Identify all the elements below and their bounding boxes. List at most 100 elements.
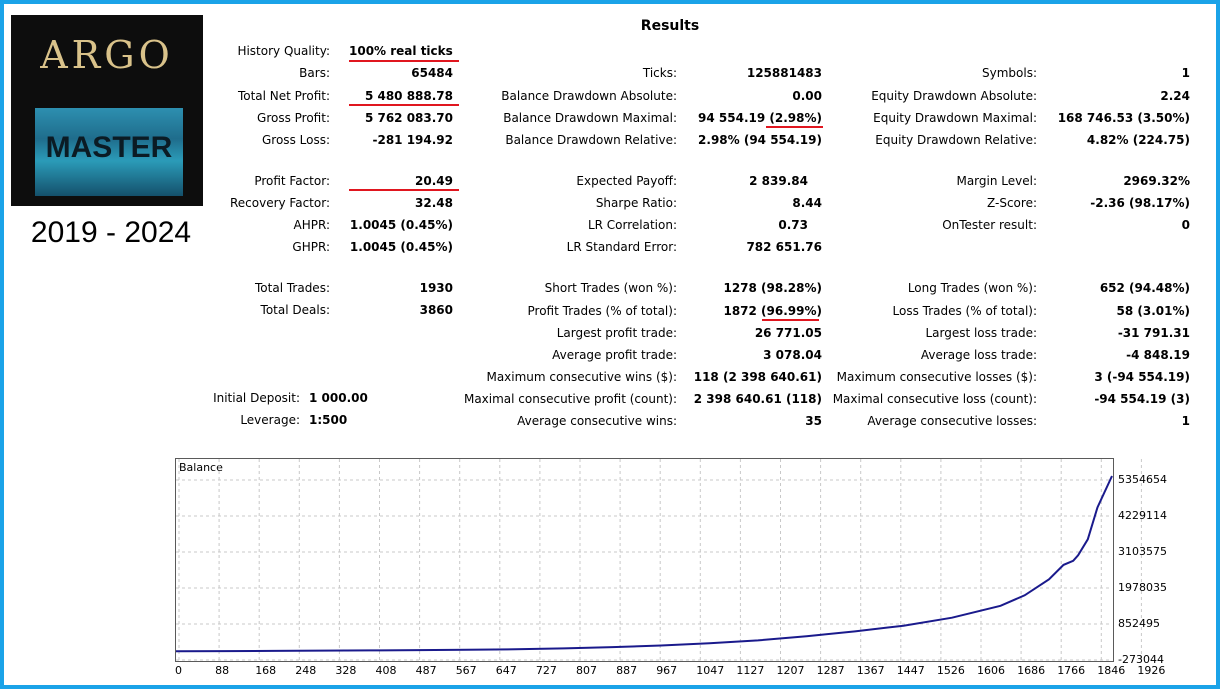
y-tick-label: 5354654 (1118, 473, 1167, 486)
stat-value: -281 194.92 (372, 133, 453, 147)
stat-value: 1278 (98.28%) (723, 281, 822, 295)
stat-label: GHPR: (292, 240, 330, 254)
stat-label: Maximum consecutive losses ($): (836, 370, 1037, 384)
stat-value: 1 (1181, 414, 1190, 428)
stat-label: Symbols: (982, 66, 1037, 80)
x-tick-label: 1127 (736, 664, 765, 677)
stat-label: Maximal consecutive loss (count): (832, 392, 1037, 406)
y-tick-label: 4229114 (1118, 509, 1167, 522)
stat-label: LR Standard Error: (566, 240, 677, 254)
stat-value: 168 746.53 (3.50%) (1057, 111, 1190, 125)
stat-value: 0 (1181, 218, 1190, 232)
highlight-underline (349, 104, 459, 106)
x-tick-label: 1526 (936, 664, 965, 677)
stat-value: 1930 (419, 281, 453, 295)
stat-label: Ticks: (642, 66, 677, 80)
stat-label: OnTester result: (942, 218, 1037, 232)
stat-label: Z-Score: (987, 196, 1037, 210)
logo-title: ARGO (40, 33, 174, 77)
x-tick-label: 1766 (1057, 664, 1086, 677)
stat-value: 0.73 (778, 218, 808, 232)
argo-master-logo: ARGO MASTER (11, 15, 203, 206)
x-tick-label: 1207 (776, 664, 805, 677)
x-tick-label: 1926 (1137, 664, 1166, 677)
stat-label: Margin Level: (956, 174, 1037, 188)
stat-label: Short Trades (won %): (544, 281, 677, 295)
stat-label: Leverage: (240, 413, 300, 427)
x-tick-label: 248 (295, 664, 317, 677)
x-tick-label: 1047 (696, 664, 725, 677)
highlight-underline (349, 60, 459, 62)
stat-value: 26 771.05 (754, 326, 822, 340)
stat-value: 94 554.19 (2.98%) (698, 111, 822, 125)
stat-value: 20.49 (415, 174, 453, 188)
stat-value: 2 839.84 (749, 174, 808, 188)
stat-value: 1:500 (309, 413, 348, 427)
stat-label: Gross Profit: (257, 111, 330, 125)
y-tick-label: -273044 (1118, 653, 1164, 666)
balance-chart (175, 458, 1114, 662)
stat-value: 3860 (419, 303, 453, 317)
x-tick-label: 88 (215, 664, 230, 677)
stat-value: 58 (3.01%) (1116, 304, 1190, 318)
x-tick-label: 1367 (856, 664, 885, 677)
stat-value: 100% real ticks (349, 44, 453, 58)
x-tick-label: 1287 (816, 664, 845, 677)
y-tick-label: 852495 (1118, 617, 1160, 630)
stat-value: 1 (1181, 66, 1190, 80)
stat-label: LR Correlation: (587, 218, 677, 232)
stat-label: Total Net Profit: (237, 89, 330, 103)
stat-value: 2.98% (94 554.19) (698, 133, 822, 147)
x-tick-label: 807 (576, 664, 597, 677)
stat-value: -31 791.31 (1117, 326, 1190, 340)
stat-value: -2.36 (98.17%) (1090, 196, 1190, 210)
stat-value: 1.0045 (0.45%) (349, 218, 453, 232)
years-label: 2019 - 2024 (30, 216, 192, 249)
stat-value: 4.82% (224.75) (1086, 133, 1190, 147)
stat-label: Loss Trades (% of total): (892, 304, 1038, 318)
stat-label: Profit Factor: (254, 174, 330, 188)
stat-label: Sharpe Ratio: (595, 196, 677, 210)
logo-water-image (35, 108, 183, 196)
stat-label: History Quality: (237, 44, 330, 58)
stat-value: 0.00 (792, 89, 822, 103)
stat-value: -4 848.19 (1126, 348, 1190, 362)
stat-label: Balance Drawdown Maximal: (503, 111, 677, 125)
x-tick-label: 408 (375, 664, 397, 677)
x-tick-label: 328 (335, 664, 357, 677)
stat-label: Long Trades (won %): (907, 281, 1037, 295)
stat-label: Largest profit trade: (556, 326, 677, 340)
x-tick-label: 1447 (896, 664, 925, 677)
stat-value: 3 (-94 554.19) (1094, 370, 1190, 384)
stat-value: 5 480 888.78 (364, 89, 453, 103)
y-tick-label: 3103575 (1118, 545, 1167, 558)
stat-value: 2969.32% (1123, 174, 1190, 188)
stat-value: 1872 (96.99%) (723, 304, 822, 318)
stat-value: 1 000.00 (309, 391, 368, 405)
stat-label: Average profit trade: (552, 348, 677, 362)
stat-value: 1.0045 (0.45%) (349, 240, 453, 254)
stat-label: Total Trades: (255, 281, 330, 295)
x-tick-label: 567 (455, 664, 477, 677)
stat-label: Balance Drawdown Relative: (505, 133, 677, 147)
balance-series-line (175, 475, 1113, 653)
x-tick-label: 1686 (1017, 664, 1046, 677)
stat-value: 652 (94.48%) (1099, 281, 1190, 295)
stat-value: 65484 (411, 66, 453, 80)
stat-label: Average consecutive wins: (517, 414, 677, 428)
y-tick-label: 1978035 (1118, 581, 1167, 594)
stat-label: Initial Deposit: (213, 391, 300, 405)
stat-label: Maximum consecutive wins ($): (486, 370, 677, 384)
stat-value: 118 (2 398 640.61) (693, 370, 822, 384)
stat-label: AHPR: (293, 218, 330, 232)
x-tick-label: 887 (616, 664, 638, 677)
chart-title: Balance (179, 461, 223, 474)
x-tick-label: 1846 (1097, 664, 1126, 677)
stat-label: Equity Drawdown Absolute: (871, 89, 1037, 103)
stat-value: 8.44 (792, 196, 822, 210)
results-title: Results (640, 18, 700, 34)
x-tick-label: 1606 (977, 664, 1005, 677)
stat-label: Equity Drawdown Relative: (875, 133, 1037, 147)
stat-label: Average loss trade: (920, 348, 1037, 362)
